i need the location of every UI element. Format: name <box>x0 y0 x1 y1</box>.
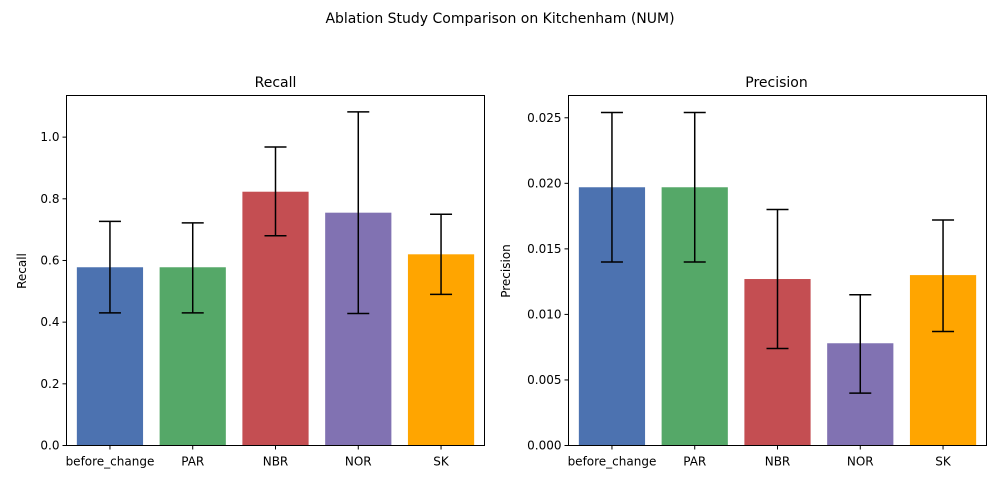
precision-y-tick-label: 0.020 <box>527 176 561 190</box>
precision-x-tick-label: SK <box>935 455 952 469</box>
recall-plot-frame <box>66 95 485 446</box>
precision-y-tick-label: 0.015 <box>527 242 561 256</box>
recall-x-ticks: before_change PAR NBR NOR SK <box>66 445 450 469</box>
precision-y-ticks: 0.000 0.005 0.010 0.015 0.020 0.025 <box>527 111 569 453</box>
recall-subplot: Recall Recall 0.0 0.2 0.4 0.6 0.8 1.0 before_… <box>15 75 485 469</box>
precision-x-tick-label: PAR <box>683 455 706 469</box>
recall-y-tick-label: 0.6 <box>40 253 59 267</box>
recall-x-tick-label: PAR <box>181 455 204 469</box>
recall-y-axis-label: Recall <box>15 253 29 289</box>
recall-x-tick-label: before_change <box>66 455 155 469</box>
precision-y-tick-label: 0.025 <box>527 111 561 125</box>
precision-subplot: Precision Precision 0.000 0.005 0.010 0.015… <box>499 75 987 469</box>
recall-x-tick-label: NOR <box>345 455 372 469</box>
precision-chart-title: Precision <box>745 75 807 91</box>
precision-x-tick-label: NBR <box>765 455 791 469</box>
precision-y-tick-label: 0.005 <box>527 373 561 387</box>
recall-error-bars <box>98 111 453 315</box>
precision-x-ticks: before_change PAR NBR NOR SK <box>568 445 952 469</box>
precision-y-axis-label: Precision <box>499 244 513 298</box>
precision-plot-frame <box>568 95 987 446</box>
recall-y-tick-label: 0.0 <box>40 439 59 453</box>
recall-y-tick-label: 0.4 <box>40 315 59 329</box>
recall-y-tick-label: 0.2 <box>40 377 59 391</box>
recall-x-tick-label: SK <box>433 455 450 469</box>
recall-y-tick-label: 1.0 <box>40 130 59 144</box>
precision-y-tick-label: 0.000 <box>527 439 561 453</box>
figure-suptitle: Ablation Study Comparison on Kitchenham … <box>325 11 674 27</box>
recall-y-tick-label: 0.8 <box>40 192 59 206</box>
recall-x-tick-label: NBR <box>263 455 289 469</box>
recall-chart-title: Recall <box>255 75 297 91</box>
precision-error-bars <box>600 111 955 394</box>
recall-y-ticks: 0.0 0.2 0.4 0.6 0.8 1.0 <box>40 130 67 453</box>
precision-x-tick-label: NOR <box>847 455 874 469</box>
precision-x-tick-label: before_change <box>568 455 657 469</box>
precision-y-tick-label: 0.010 <box>527 307 561 321</box>
